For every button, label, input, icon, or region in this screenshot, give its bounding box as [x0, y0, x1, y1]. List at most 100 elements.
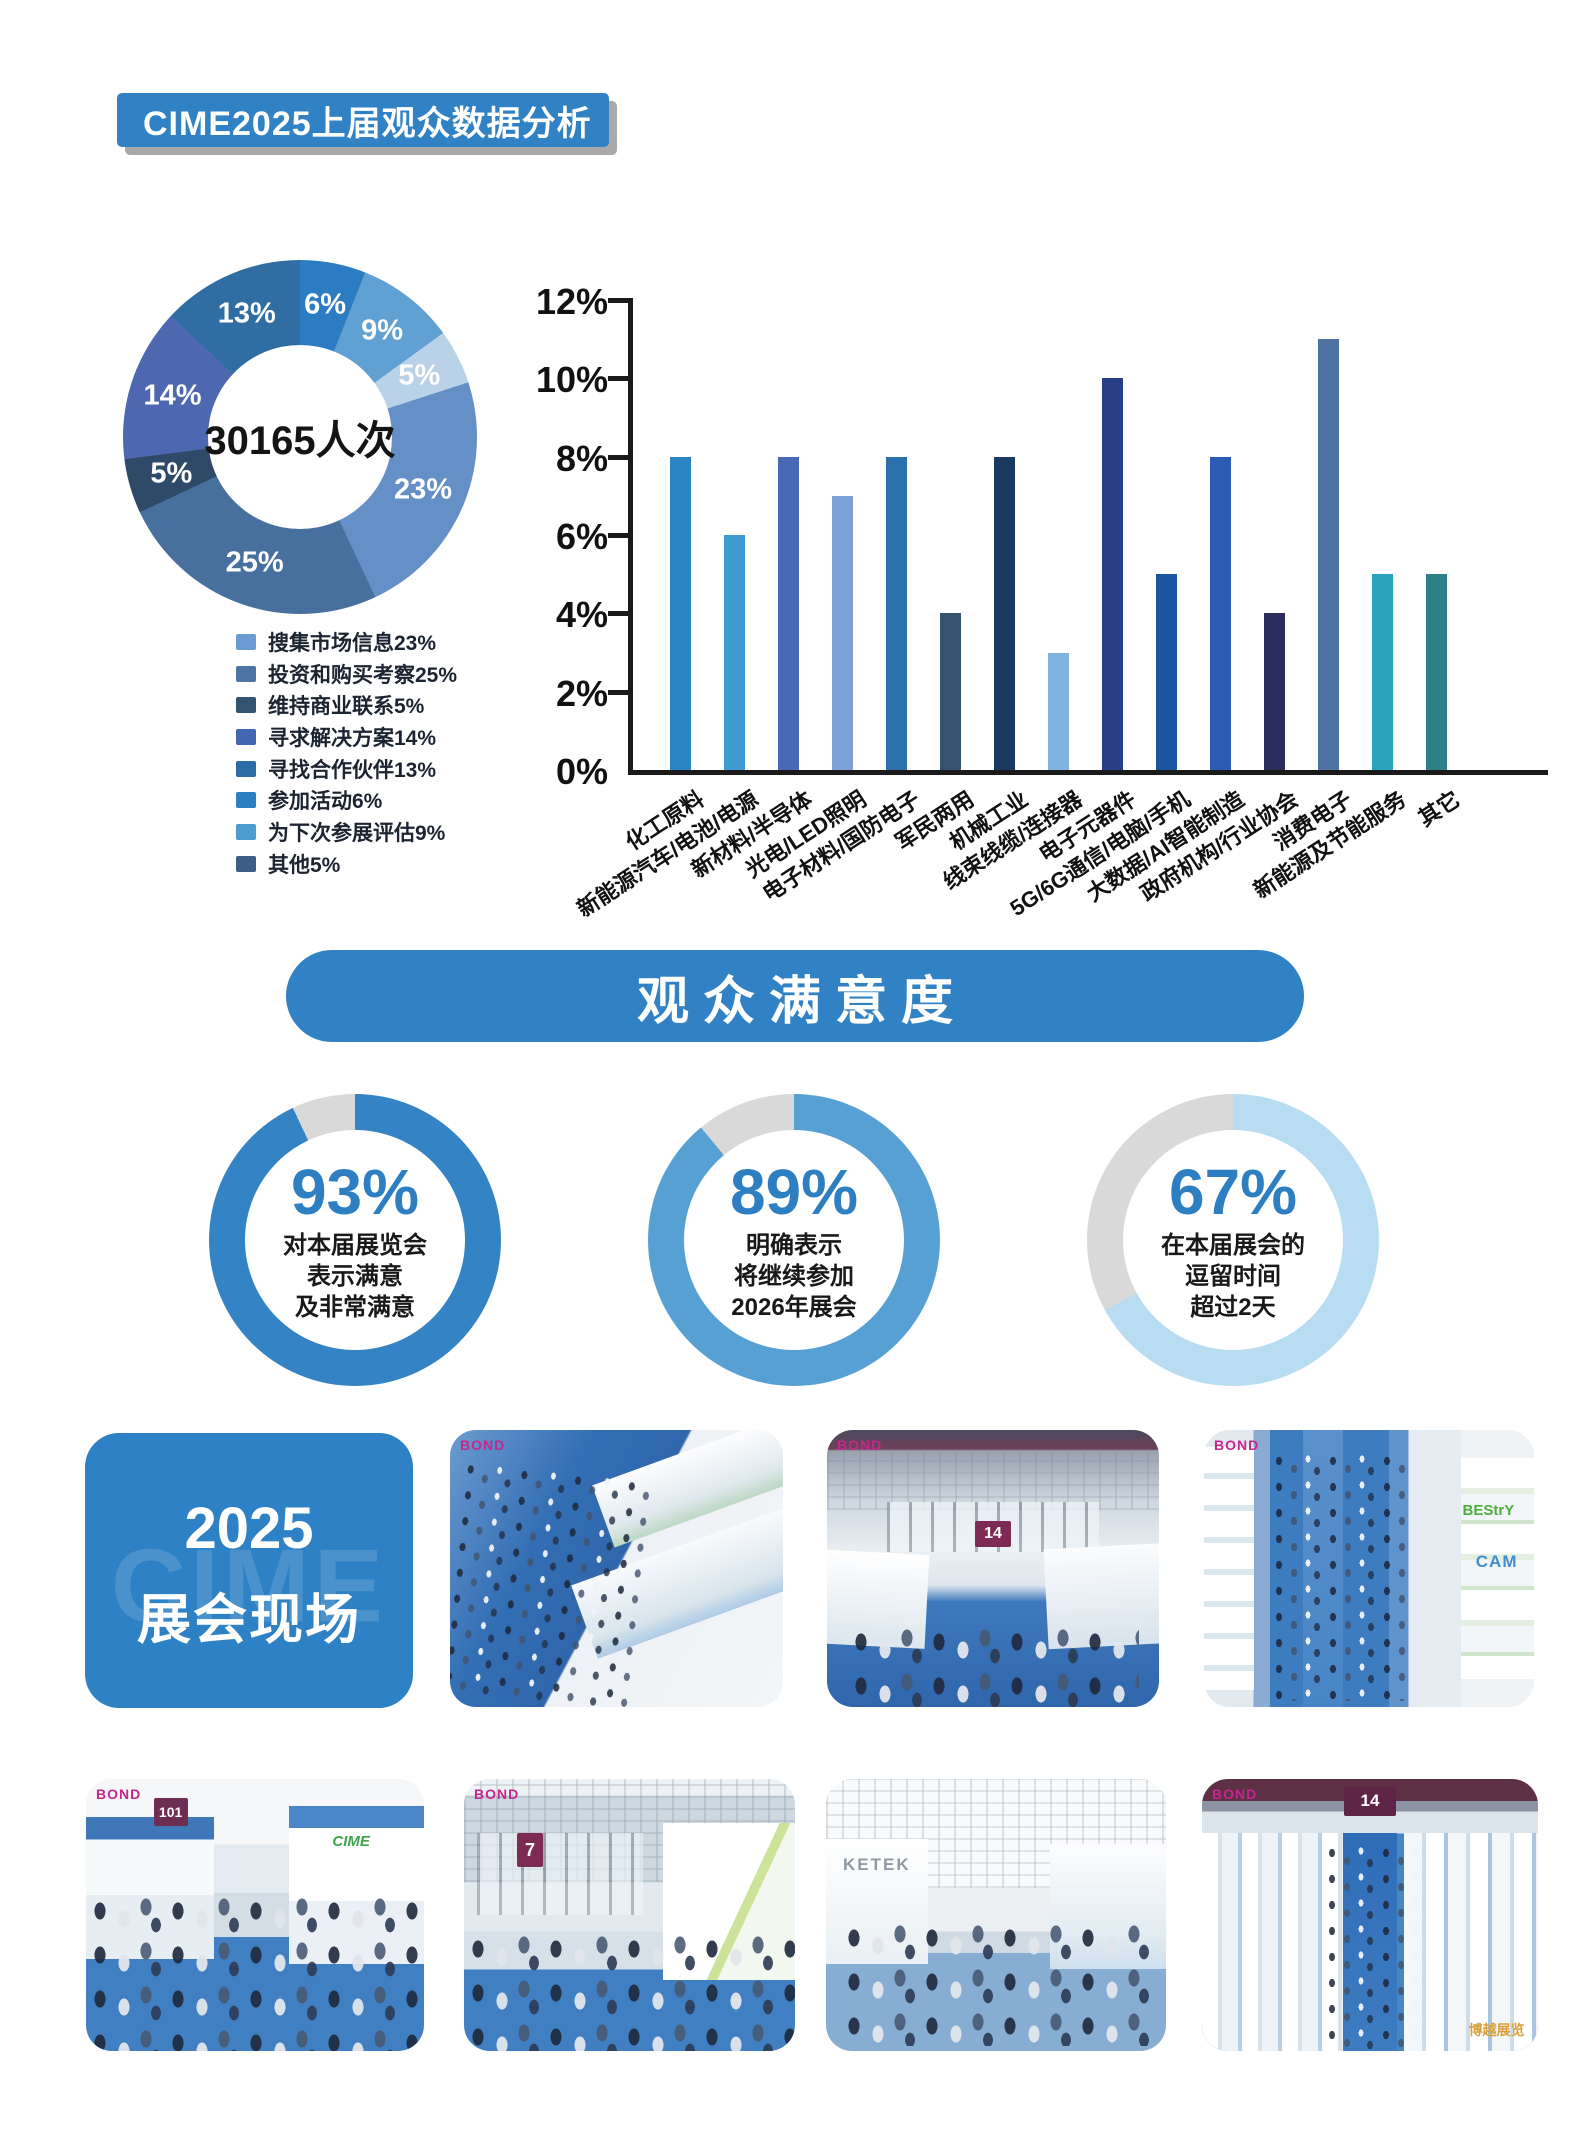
legend-swatch [236, 792, 256, 809]
booth-sign: 博越展览 [1468, 2022, 1525, 2039]
exhibition-photo-7: BOND 14 博越展览 [1202, 1779, 1538, 2051]
photo-ceiling [827, 1449, 1159, 1511]
y-axis-tick [608, 611, 628, 617]
gauge-hole [1123, 1130, 1343, 1350]
total-visitors-label: 30165人次 [204, 419, 396, 463]
donut-center: 30165人次 [204, 345, 396, 529]
photo-booth [1403, 1833, 1538, 2051]
bar [1372, 574, 1393, 770]
gauge-caption-line: 超过2天 [1190, 1293, 1276, 1321]
legend-item: 参加活动6% [236, 784, 457, 816]
bond-logo: BOND [96, 1786, 142, 1802]
legend-label: 投资和购买考察25% [268, 663, 458, 687]
exhibition-photo-3: BOND BEStrY CAM [1204, 1430, 1534, 1707]
gauge-hole [684, 1130, 904, 1350]
legend-item: 维持商业联系5% [236, 689, 457, 721]
gauge-caption-line: 表示满意 [307, 1262, 403, 1290]
bar [1426, 574, 1447, 770]
booth-sign: CIME [332, 1833, 370, 1851]
photo-crowd [450, 1459, 655, 1707]
y-axis-label: 0% [555, 751, 608, 792]
satisfaction-gauge: 67% 在本届展会的 逗留时间 超过2天 [1087, 1094, 1379, 1386]
bar [778, 456, 799, 770]
donut-slice-label: 13% [217, 297, 276, 330]
satisfaction-gauge: 89% 明确表示将继续参加 2026年展会 [648, 1094, 940, 1386]
exhibition-photo-5: BOND 7 [464, 1779, 795, 2051]
y-axis-label: 4% [555, 594, 608, 636]
y-axis-line [628, 298, 633, 775]
visitor-purpose-donut-chart: 6% 9% 5% 23% 25% 5% 14% 13% 30165人次 [123, 260, 477, 614]
legend-item: 为下次参展评估9% [236, 816, 457, 848]
y-axis-label: 12% [535, 281, 608, 322]
bar [1048, 652, 1069, 770]
hall-number-badge: 7 [516, 1833, 543, 1868]
photo-crowd [1322, 1844, 1418, 2051]
satisfaction-gauge: 93% 对本届展览会 表示满意 及非常满意 [209, 1094, 501, 1386]
donut-slice-label: 5% [398, 359, 441, 392]
exhibition-photo-6: KETEK [826, 1779, 1166, 2051]
legend-swatch [236, 760, 256, 777]
bar [940, 613, 961, 770]
gauge-percent: 67% [1168, 1155, 1298, 1228]
y-axis-tick [608, 454, 628, 460]
satisfaction-banner: 观众满意度 [286, 950, 1304, 1042]
y-axis-label: 10% [535, 359, 608, 401]
photo-crowd [846, 1623, 1140, 1707]
satisfaction-banner-text: 观众满意度 [636, 972, 967, 1031]
gauge-caption-line: 对本届展览会 [283, 1231, 427, 1259]
bar [1102, 378, 1123, 770]
donut-slice-label: 25% [225, 546, 284, 579]
legend-item: 寻找合作伙伴13% [236, 753, 457, 785]
photo-booth [1461, 1457, 1534, 1680]
legend-swatch [236, 728, 256, 745]
y-axis-label: 8% [555, 437, 608, 479]
bar [832, 495, 853, 770]
gauge-caption-line: 明确表示 [746, 1231, 842, 1259]
gauge-caption-line: 2026年展会 [731, 1293, 857, 1321]
legend-label: 维持商业联系5% [268, 695, 425, 719]
hall-number-badge: 101 [153, 1798, 188, 1827]
legend-label: 寻找合作伙伴13% [268, 758, 437, 782]
hall-number-badge: 14 [975, 1521, 1011, 1548]
gauge-text: 67% 在本届展会的 逗留时间 超过2天 [1117, 1124, 1349, 1356]
legend-label: 参加活动6% [268, 790, 383, 814]
exhibition-photo-2: BOND 14 [827, 1430, 1159, 1707]
bond-logo: BOND [837, 1437, 883, 1453]
donut-slice-label: 9% [361, 314, 404, 347]
gallery-title-card: CIME 2025 展会现场 [85, 1433, 413, 1708]
photo-crowd [86, 1893, 424, 2051]
legend-item: 投资和购买考察25% [236, 658, 457, 690]
y-axis-tick [608, 298, 628, 303]
legend-label: 搜集市场信息23% [268, 631, 437, 655]
y-axis-tick [608, 376, 628, 382]
bar [994, 456, 1015, 770]
x-axis-label: 其它 [1413, 786, 1465, 832]
bond-logo: BOND [1212, 1786, 1258, 1802]
bar [724, 535, 745, 770]
legend-item: 搜集市场信息23% [236, 626, 457, 658]
donut-slice-label: 23% [393, 473, 452, 506]
y-axis-tick [608, 533, 628, 538]
donut-slice-label: 5% [150, 457, 193, 490]
gauge-text: 93% 对本届展览会 表示满意 及非常满意 [239, 1124, 471, 1356]
bar [670, 456, 691, 770]
booth-sign: BEStrY [1462, 1502, 1515, 1520]
y-axis-label: 2% [555, 672, 608, 714]
photo-booth [1204, 1446, 1254, 1691]
photo-windows [477, 1833, 643, 1915]
bar [886, 456, 907, 770]
section-title-text: CIME2025上届观众数据分析 [143, 104, 592, 143]
legend-swatch [236, 697, 256, 714]
gauge-caption-line: 将继续参加 [734, 1262, 854, 1290]
gauge-percent: 89% [729, 1155, 859, 1228]
exhibition-photo-1: BOND [450, 1430, 783, 1707]
legend-swatch [236, 823, 256, 840]
legend-swatch [236, 633, 256, 650]
bond-logo: BOND [460, 1437, 506, 1453]
bond-logo: BOND [1214, 1437, 1260, 1453]
legend-label: 为下次参展评估9% [268, 821, 446, 845]
photo-crowd [1270, 1452, 1409, 1702]
legend-item: 其他5% [236, 848, 457, 880]
photo-booth [1202, 1833, 1344, 2051]
